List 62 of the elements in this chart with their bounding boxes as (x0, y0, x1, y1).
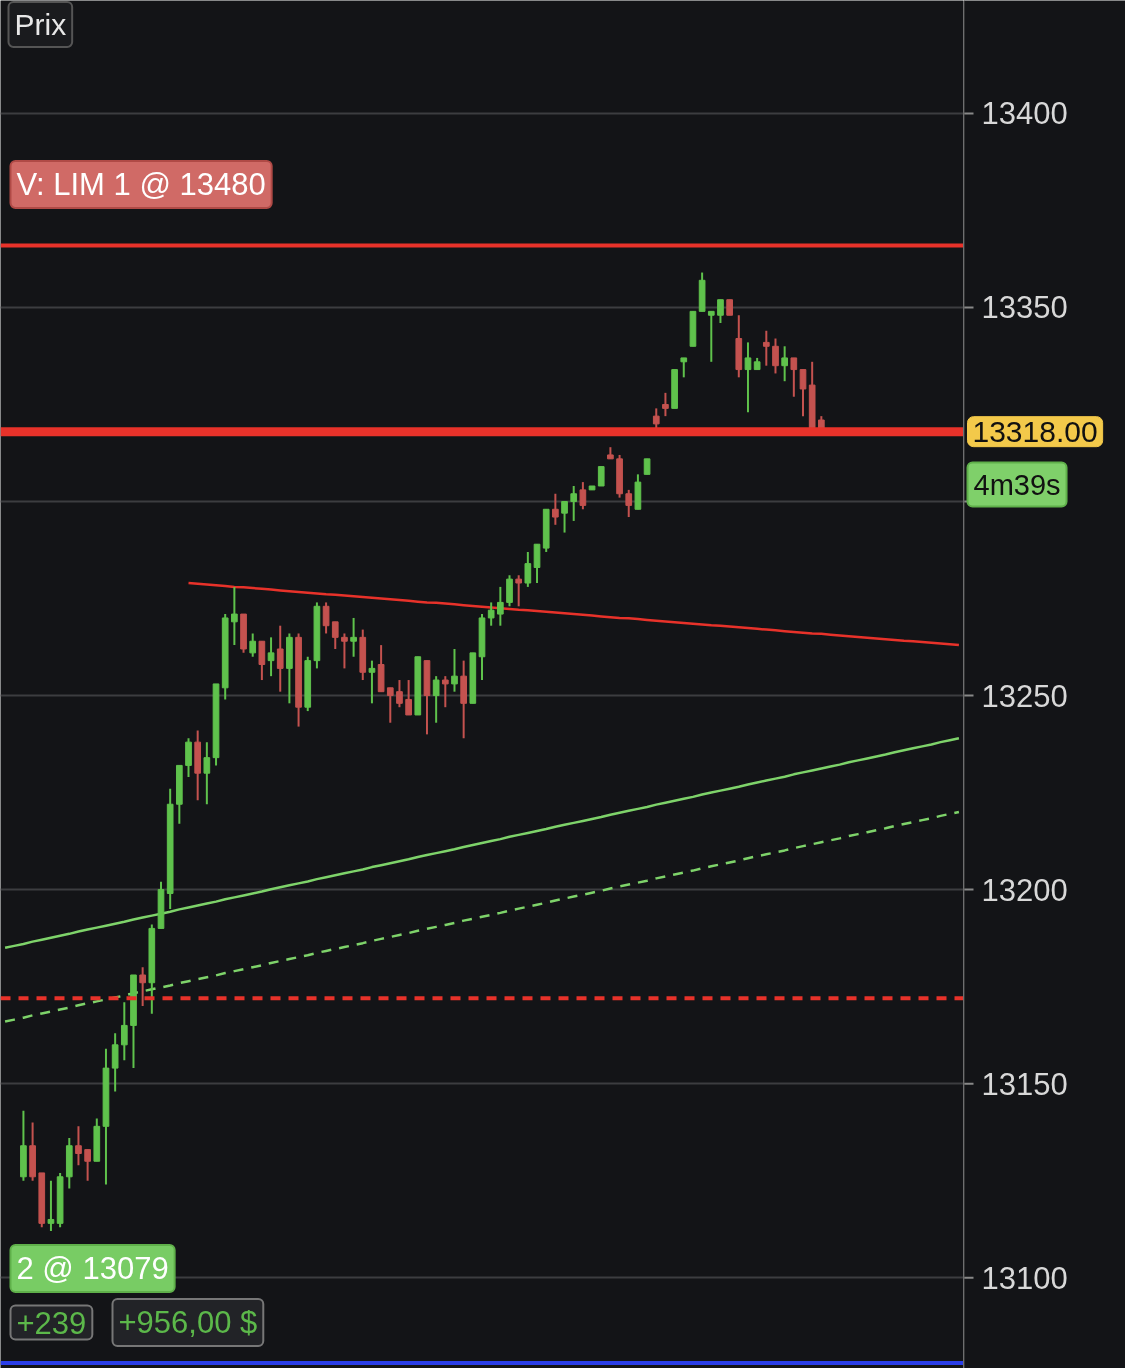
candlestick (405, 679, 412, 716)
line-series (3, 810, 961, 1023)
candlestick (717, 298, 724, 324)
candlestick (781, 345, 788, 383)
candlestick (597, 466, 605, 487)
candlestick (111, 1032, 119, 1093)
annotation: Prix (14, 8, 67, 41)
y-tick-label: 13400 (981, 96, 1068, 132)
line-series (187, 581, 961, 647)
y-tick-label: 13250 (981, 678, 1068, 714)
annotation: 2 @ 13079 (16, 1251, 169, 1286)
candlestick (744, 341, 752, 414)
candlestick (625, 488, 633, 519)
candlestick (267, 636, 275, 678)
y-tick-label: 13350 (981, 290, 1068, 326)
candlestick (75, 1125, 82, 1167)
candlestick (185, 737, 192, 779)
annotation: +239 (16, 1305, 87, 1341)
candlestick (258, 640, 266, 682)
candlestick (386, 686, 394, 724)
candlestick (799, 368, 807, 418)
text: 4m39s (973, 468, 1061, 501)
candlestick (680, 356, 688, 379)
candlestick (368, 659, 376, 705)
candlestick (790, 356, 798, 398)
candlestick (561, 500, 568, 534)
annotation: V: LIM 1 @ 13480 (16, 167, 266, 202)
candlestick (570, 484, 578, 522)
candlestick (432, 675, 440, 724)
candlestick (662, 391, 669, 418)
annotation: +956,00 $ (118, 1305, 258, 1340)
candlestick (524, 550, 532, 588)
candlestick (441, 675, 449, 709)
y-tick-label: 13100 (981, 1260, 1068, 1296)
candlestick (772, 337, 779, 375)
candlestick (84, 1148, 91, 1182)
candlestick (515, 574, 523, 608)
candlestick (331, 620, 339, 650)
candlestick (341, 632, 348, 670)
y-tick-label: 13150 (981, 1066, 1068, 1102)
candlestick (47, 1179, 55, 1233)
candlestick (139, 966, 146, 1008)
y-tick-label: 13200 (981, 872, 1068, 908)
candlestick (762, 329, 770, 367)
candlestick (451, 647, 458, 693)
candlestick (350, 616, 357, 658)
candlestick (203, 741, 211, 806)
ref-line-label: 13318.00 (972, 414, 1098, 448)
candlestick (579, 481, 587, 511)
candlestick (120, 1001, 128, 1062)
candlestick (506, 574, 513, 608)
candlestick (497, 585, 504, 627)
candlestick (276, 624, 284, 693)
candlestick (396, 679, 403, 709)
candlestick (231, 585, 238, 647)
candlestick (533, 543, 541, 585)
line-series (3, 737, 961, 950)
candlestick (249, 632, 257, 658)
candlestick (487, 601, 495, 627)
candlestick (552, 492, 559, 526)
candlestick (707, 310, 715, 363)
candlestick (322, 601, 330, 635)
